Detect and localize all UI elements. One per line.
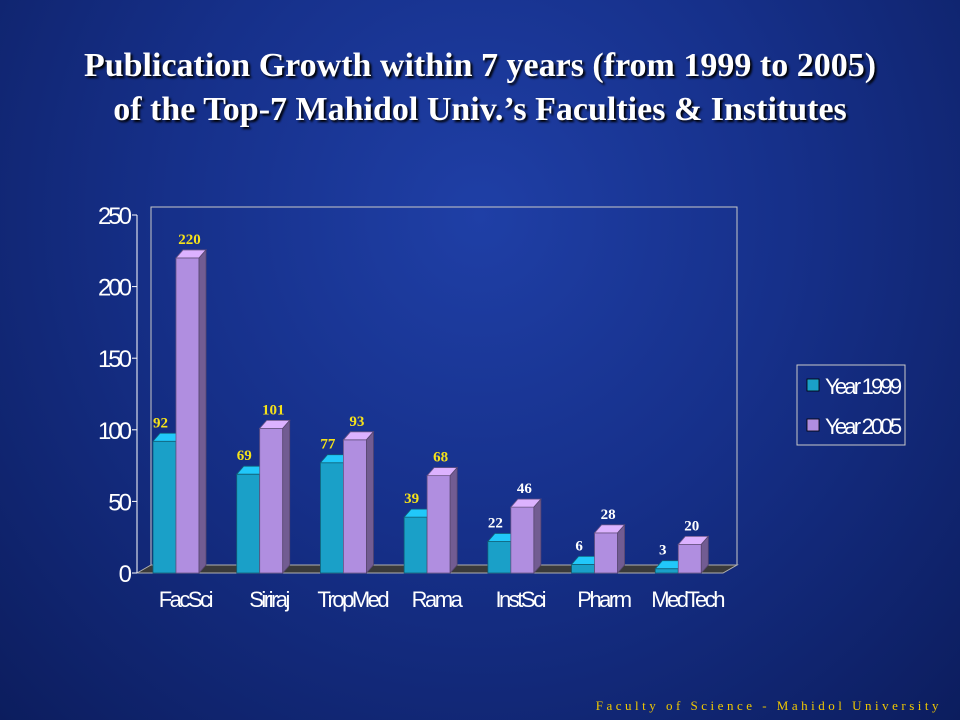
bar-2005-rama <box>426 475 451 574</box>
legend-swatch <box>806 378 820 392</box>
data-label: 39 <box>404 491 419 507</box>
data-label: 3 <box>659 543 667 559</box>
footer-text: Faculty of Science - Mahidol University <box>595 698 942 713</box>
bar-2005-medtech <box>677 543 702 574</box>
bar-2005-facsci <box>175 257 200 574</box>
bar-1999-siriraj <box>236 473 261 574</box>
x-tick-label: InstSci <box>495 587 545 612</box>
data-label: 68 <box>433 450 448 466</box>
data-label: 92 <box>153 415 168 431</box>
legend-box <box>796 364 906 446</box>
bar-side-face <box>366 430 374 575</box>
legend-label: Year 2005 <box>825 414 902 439</box>
legend-label: Year 1999 <box>825 374 902 399</box>
data-label: 93 <box>349 414 364 430</box>
bar-1999-medtech <box>654 568 679 574</box>
legend-swatch <box>806 418 820 432</box>
bar-1999-pharm <box>571 564 595 574</box>
x-tick-label: FacSci <box>159 587 213 612</box>
data-label: 6 <box>575 538 583 554</box>
data-label: 22 <box>488 515 503 531</box>
y-tick-label: 250 <box>98 203 132 230</box>
y-tick-label: 150 <box>98 346 132 373</box>
bar-side-face <box>700 535 709 575</box>
y-tick-label: 100 <box>98 418 132 445</box>
y-tick-label: 200 <box>98 275 132 302</box>
bar-side-face <box>449 466 458 575</box>
data-label: 220 <box>178 232 201 248</box>
data-label: 101 <box>262 402 285 418</box>
data-label: 28 <box>601 507 616 523</box>
x-tick-label: MedTech <box>651 587 724 612</box>
y-tick-label: 0 <box>119 561 132 588</box>
bar-2005-siriraj <box>259 427 284 574</box>
bar-side-face <box>282 419 291 575</box>
bar-2005-pharm <box>594 532 618 574</box>
data-label: 77 <box>320 437 336 453</box>
x-tick-label: Pharm <box>577 587 630 612</box>
y-tick-label: 50 <box>108 489 131 516</box>
title-line-1: Publication Growth within 7 years (from … <box>83 47 877 84</box>
bar-1999-rama <box>403 516 428 574</box>
data-label: 46 <box>517 481 533 497</box>
bar-1999-instsci <box>487 541 512 574</box>
x-tick-label: Rama <box>412 587 464 612</box>
x-tick-label: TropMed <box>317 587 388 612</box>
bar-side-face <box>617 523 625 575</box>
data-label: 20 <box>684 518 699 534</box>
data-label: 69 <box>237 448 252 464</box>
title-line-2: of the Top-7 Mahidol Univ.’s Faculties &… <box>113 91 847 128</box>
slide-title: Publication Growth within 7 years (from … <box>0 44 960 132</box>
bar-side-face <box>533 498 542 575</box>
x-tick-label: Siriraj <box>249 587 289 612</box>
bar-2005-tropmed <box>343 439 367 574</box>
bar-1999-facsci <box>152 440 177 574</box>
bar-2005-instsci <box>510 506 535 574</box>
bar-1999-tropmed <box>320 462 344 574</box>
bar-side-face <box>198 248 207 575</box>
